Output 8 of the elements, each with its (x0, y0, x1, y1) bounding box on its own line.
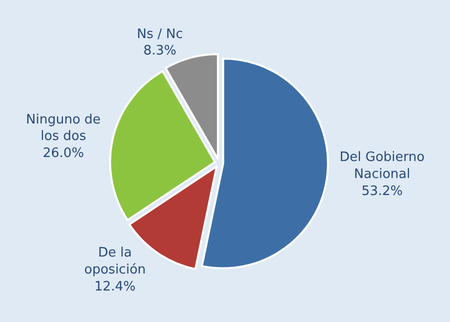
data-label: 8.3% (143, 44, 176, 59)
slice-label: Del Gobierno Nacional (340, 150, 425, 182)
data-label: 12.4% (94, 279, 136, 294)
data-label: 53.2% (361, 184, 403, 199)
slice-label: Ns / Nc (136, 26, 183, 42)
slice-label: Ninguno de los dos (26, 112, 101, 144)
data-label: 26.0% (42, 146, 84, 162)
slice-label: De la oposición (84, 246, 146, 278)
